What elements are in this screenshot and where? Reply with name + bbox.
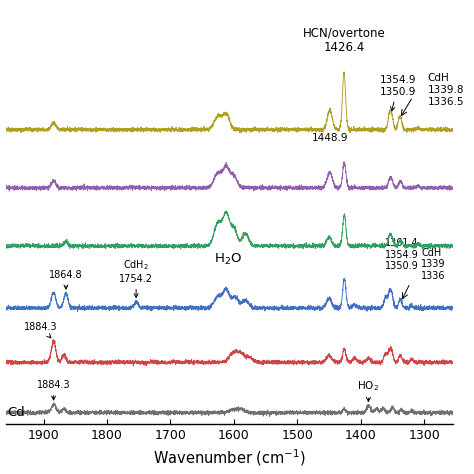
Text: 1448.9: 1448.9 [311,133,348,143]
X-axis label: Wavenumber (cm$^{-1}$): Wavenumber (cm$^{-1}$) [153,448,306,468]
Text: Cd: Cd [8,406,25,419]
Text: H$_2$O: H$_2$O [214,252,242,267]
Text: CdH$_2$
1754.2: CdH$_2$ 1754.2 [119,258,153,298]
Text: 1354.9
1350.9: 1354.9 1350.9 [380,75,416,111]
Text: 1361.4
1354.9
1350.9: 1361.4 1354.9 1350.9 [385,238,419,271]
Text: CdH
1339.8
1336.5: CdH 1339.8 1336.5 [428,73,464,107]
Text: CdH
1339
1336: CdH 1339 1336 [421,247,446,281]
Text: 1884.3: 1884.3 [37,380,71,400]
Text: 1864.8: 1864.8 [49,270,83,289]
Text: HCN/overtone
1426.4: HCN/overtone 1426.4 [303,26,385,54]
Text: HO$_2$: HO$_2$ [357,379,379,401]
Text: 1884.3: 1884.3 [24,322,57,338]
